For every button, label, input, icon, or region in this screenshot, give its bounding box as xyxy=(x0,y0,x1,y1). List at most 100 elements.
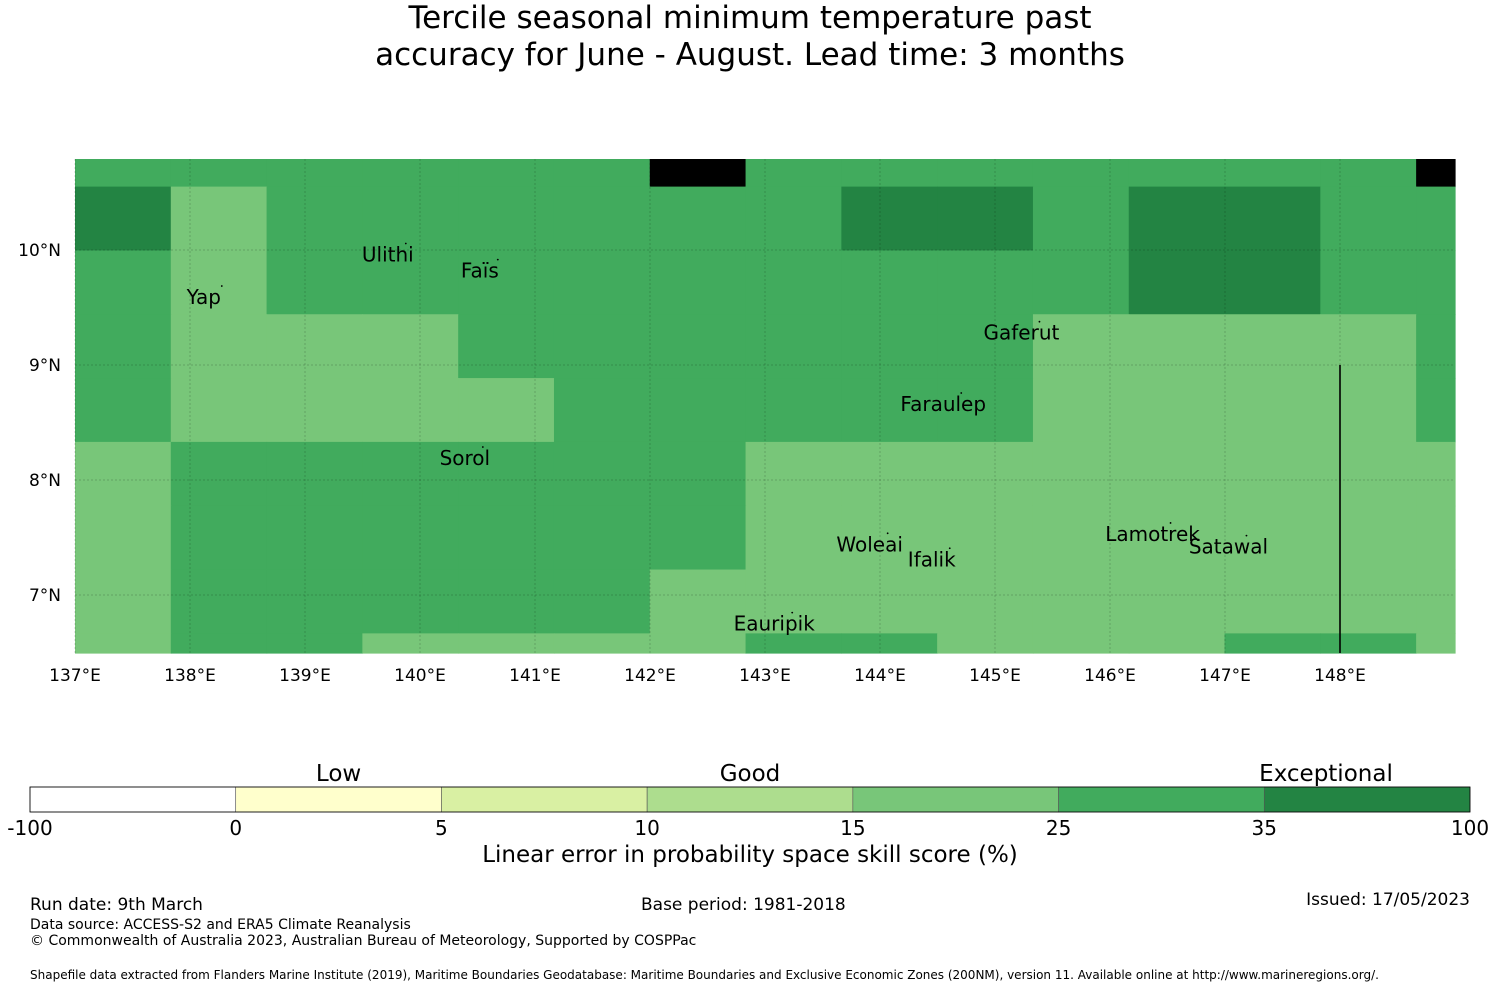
grid-cell xyxy=(649,569,747,634)
grid-cell xyxy=(75,441,172,507)
grid-cell xyxy=(1320,378,1417,443)
grid-cell xyxy=(170,314,268,379)
grid-cell xyxy=(1224,441,1321,507)
grid-cell xyxy=(937,378,1034,443)
grid-cell xyxy=(75,159,172,188)
grid-cell xyxy=(1032,505,1130,571)
grid-cell xyxy=(1128,505,1226,571)
grid-cell xyxy=(553,314,651,379)
grid-cell xyxy=(553,633,651,654)
grid-cell xyxy=(553,569,651,634)
map-title: Tercile seasonal minimum temperature pas… xyxy=(0,0,1500,74)
grid-cell xyxy=(841,569,938,634)
issued-date: Issued: 17/05/2023 xyxy=(1306,890,1470,910)
latitude-tick-label: 8°N xyxy=(29,471,61,491)
grid-cell xyxy=(1032,633,1130,654)
grid-cell xyxy=(841,633,938,654)
grid-cell xyxy=(937,314,1034,379)
grid-cell xyxy=(553,378,651,443)
grid-cell xyxy=(1224,378,1321,443)
grid-cell xyxy=(745,159,842,188)
grid-cell xyxy=(1128,314,1226,379)
grid-cell xyxy=(266,633,363,654)
grid-cell xyxy=(745,314,842,379)
grid-cell xyxy=(1032,186,1130,252)
grid-cell xyxy=(458,159,555,188)
map-title-line-2: accuracy for June - August. Lead time: 3… xyxy=(375,37,1125,73)
place-label: Yap xyxy=(186,285,221,309)
place-label: Lamotrek xyxy=(1105,522,1200,546)
grid-cell xyxy=(75,569,172,634)
grid-cell xyxy=(745,633,842,654)
grid-cell xyxy=(1224,159,1321,188)
grid-cell xyxy=(266,314,363,379)
longitude-tick-label: 147°E xyxy=(1199,666,1251,686)
colorbar-bin xyxy=(852,786,1059,813)
island-dot xyxy=(481,446,484,448)
grid-cell xyxy=(1128,378,1226,443)
place-label: Ifalik xyxy=(908,547,956,571)
longitude-tick-label: 144°E xyxy=(854,666,906,686)
grid-cell xyxy=(745,569,842,634)
grid-cell xyxy=(841,186,938,252)
grid-cell xyxy=(1128,250,1226,315)
latitude-tick-label: 10°N xyxy=(18,241,61,261)
grid-cell xyxy=(553,186,651,252)
grid-cell xyxy=(1320,569,1417,634)
grid-cell xyxy=(362,186,459,252)
grid-cell xyxy=(1416,505,1456,571)
colorbar-bin xyxy=(1058,786,1265,813)
grid-cell xyxy=(1224,505,1321,571)
grid-cell xyxy=(1320,441,1417,507)
longitude-tick-label: 146°E xyxy=(1084,666,1136,686)
grid-cell xyxy=(937,250,1034,315)
grid-cell xyxy=(649,250,747,315)
colorbar: -100 0 5 10 15 25 35 100 Low Good Exceptional xyxy=(7,761,1489,840)
island-dot xyxy=(1245,534,1248,537)
grid-cell xyxy=(458,186,555,252)
grid-cell xyxy=(1320,159,1417,188)
grid-cell xyxy=(266,378,363,443)
grid-cell xyxy=(649,441,747,507)
longitude-axis: 137°E 138°E 139°E 140°E 141°E 142°E 143°E 144°E… xyxy=(49,666,1366,686)
place-label: Satawal xyxy=(1189,535,1268,559)
grid-cell xyxy=(1416,159,1456,188)
grid-cell xyxy=(1032,250,1130,315)
grid-cell xyxy=(1224,569,1321,634)
grid-cell xyxy=(1416,378,1456,443)
place-label: Faïs xyxy=(461,259,499,283)
grid-cell xyxy=(1320,186,1417,252)
grid-cell xyxy=(745,441,842,507)
grid-cell xyxy=(266,505,363,571)
grid-cell xyxy=(841,159,938,188)
base-period: Base period: 1981-2018 xyxy=(641,895,846,915)
grid-cell xyxy=(75,186,172,252)
grid-cell xyxy=(1224,186,1321,252)
place-label: Faraulep xyxy=(900,392,986,416)
grid-cell xyxy=(362,505,459,571)
grid-cell xyxy=(937,159,1034,188)
grid-cell xyxy=(170,441,268,507)
grid-cell xyxy=(649,314,747,379)
grid-cell xyxy=(1416,186,1456,252)
grid-cell xyxy=(1320,314,1417,379)
grid-cell xyxy=(1416,441,1456,507)
grid-cell xyxy=(170,633,268,654)
grid-cell xyxy=(745,505,842,571)
grid-cell xyxy=(170,569,268,634)
grid-cell xyxy=(75,505,172,571)
longitude-tick-label: 140°E xyxy=(394,666,446,686)
grid-cell xyxy=(649,633,747,654)
colorbar-caption: Linear error in probability space skill … xyxy=(482,842,1018,868)
grid-cell xyxy=(1128,569,1226,634)
latitude-tick-label: 7°N xyxy=(29,586,61,606)
grid-cell xyxy=(841,441,938,507)
grid-cell xyxy=(362,378,459,443)
shapefile-credit: Shapefile data extracted from Flanders M… xyxy=(30,968,1379,982)
place-label: Sorol xyxy=(440,446,491,470)
skill-grid xyxy=(75,159,1456,654)
grid-cell xyxy=(1416,314,1456,379)
grid-cell xyxy=(266,250,363,315)
colorbar-bin xyxy=(29,786,237,813)
grid-cell xyxy=(553,250,651,315)
